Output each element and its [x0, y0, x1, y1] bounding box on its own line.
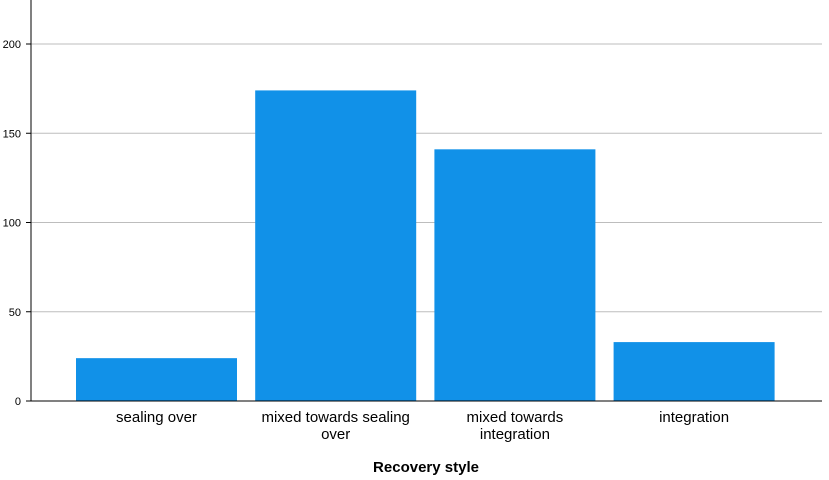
y-tick-label: 150 [3, 128, 21, 140]
bars [76, 90, 775, 401]
axes [26, 0, 822, 402]
category-label-1: mixed towards sealing over [261, 409, 409, 443]
bar-1 [255, 90, 417, 401]
y-tick-labels: 0 50 100 150 200 [3, 39, 21, 408]
category-labels: sealing over mixed towards sealing over mix… [116, 409, 729, 443]
category-label-2: mixed towards integration [467, 409, 564, 443]
bar-0 [76, 358, 237, 401]
y-tick-label: 100 [3, 218, 21, 230]
gridlines [31, 43, 822, 313]
y-tick-label: 200 [3, 39, 21, 51]
category-label-0: sealing over [116, 409, 197, 426]
x-axis-title: Recovery style [373, 459, 479, 476]
category-label-3: integration [659, 409, 729, 426]
bar-2 [434, 149, 596, 401]
y-tick-label: 0 [15, 396, 21, 408]
bar-3 [613, 342, 775, 401]
y-tick-label: 50 [9, 307, 21, 319]
